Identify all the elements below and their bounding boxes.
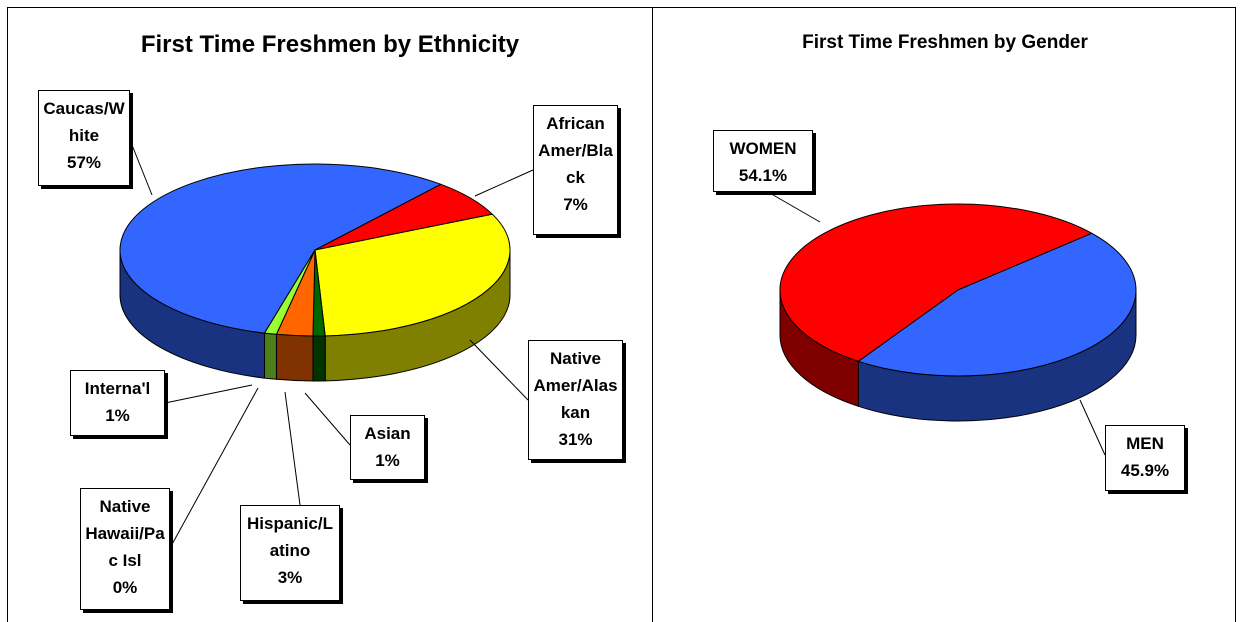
label-category: Interna'l (84, 379, 151, 398)
leader-line (169, 387, 259, 549)
data-label: Hispanic/Latino 3% (240, 505, 340, 601)
leader-line (304, 392, 351, 446)
label-value: 57% (66, 153, 102, 172)
leader-line (1079, 399, 1106, 456)
label-value: 1% (105, 406, 130, 425)
pie-slice (857, 232, 1137, 377)
label-category: WOMEN (729, 139, 797, 158)
label-category: Native Hawaii/Pac Isl (85, 497, 165, 570)
leader-line (469, 339, 529, 401)
leader-line (474, 169, 534, 197)
label-value: 54.1% (738, 166, 788, 185)
label-category: African Amer/Black (538, 114, 613, 187)
leader-line (767, 191, 821, 223)
data-label: African Amer/Black 7% (533, 105, 618, 235)
label-value: 3% (277, 568, 303, 587)
pie-slice (119, 163, 443, 334)
pie-slice (314, 213, 511, 337)
pie-slice (779, 203, 1093, 362)
leader-line (284, 391, 301, 506)
label-category: MEN (1126, 434, 1164, 453)
leader-line (129, 139, 153, 196)
data-label: Native Hawaii/Pac Isl 0% (80, 488, 170, 610)
data-label: Interna'l 1% (70, 370, 165, 436)
data-label: MEN 45.9% (1105, 425, 1185, 491)
data-label: WOMEN 54.1% (713, 130, 813, 192)
label-value: 0% (112, 578, 138, 597)
label-category: Caucas/White (43, 99, 125, 145)
data-label: Native Amer/Alaskan 31% (528, 340, 623, 460)
pie-side (275, 333, 314, 382)
label-category: Native Amer/Alaskan (533, 349, 618, 422)
pie-side (312, 335, 326, 382)
label-value: 31% (558, 430, 593, 449)
label-value: 1% (375, 451, 400, 470)
frame (7, 7, 1236, 622)
label-value: 7% (563, 195, 588, 214)
data-label: Asian 1% (350, 415, 425, 480)
pie-side (264, 332, 277, 380)
leader-line (164, 384, 253, 404)
label-value: 45.9% (1120, 461, 1170, 480)
label-category: Hispanic/Latino (247, 514, 333, 560)
chart-title: First Time Freshmen by Gender (802, 31, 1088, 53)
data-label: Caucas/White 57% (38, 90, 130, 186)
pie-slice (263, 249, 316, 335)
label-category: Asian (364, 424, 411, 443)
chart-title: First Time Freshmen by Ethnicity (140, 30, 520, 58)
